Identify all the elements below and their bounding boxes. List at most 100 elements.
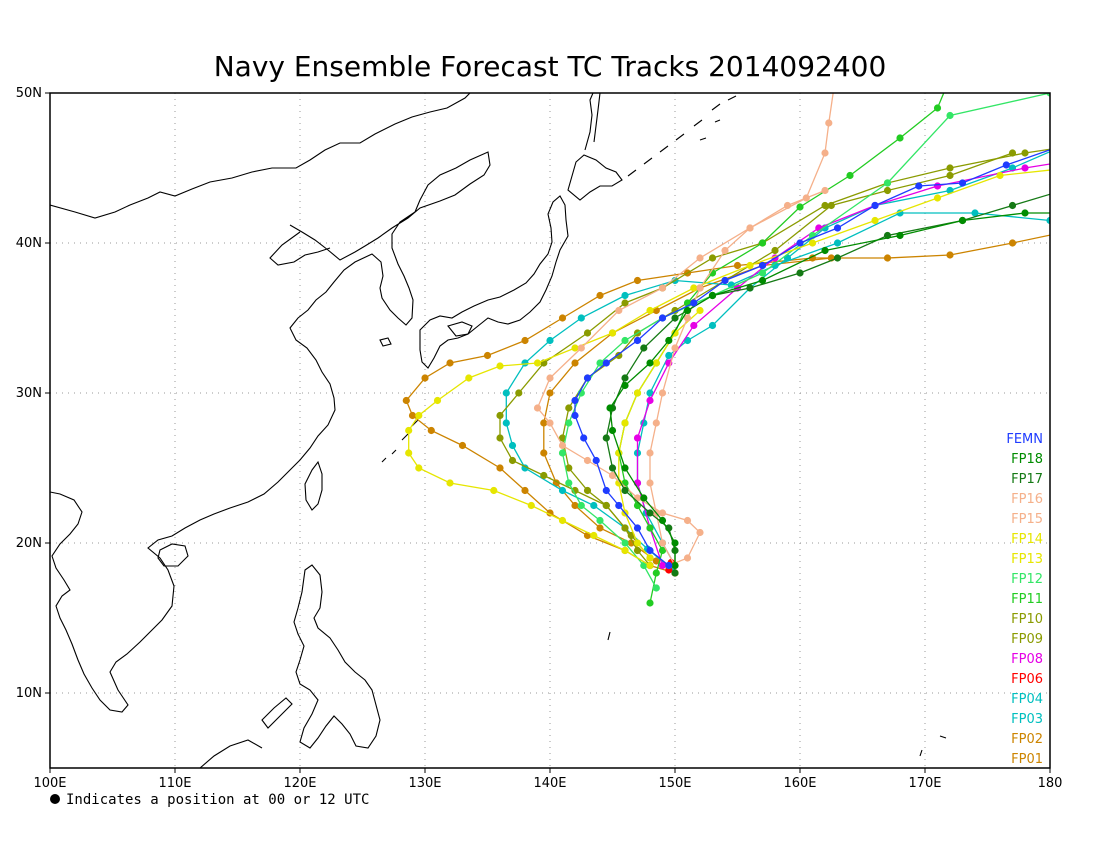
track-position-point <box>615 306 623 315</box>
coastline-kurils <box>627 95 737 177</box>
track-position-point <box>580 434 588 442</box>
track-position-point <box>896 134 904 142</box>
legend-item-fp18: FP18 <box>1011 452 1043 467</box>
track-position-point <box>746 284 754 292</box>
coastline-mainland <box>50 93 491 713</box>
track-position-point <box>796 239 804 247</box>
track-position-point <box>571 486 579 495</box>
track-position-point <box>621 299 629 307</box>
track-line <box>618 310 701 559</box>
track-position-point <box>633 389 642 397</box>
track-position-point <box>558 486 567 495</box>
track-position-point <box>683 516 692 525</box>
coastline-philippines <box>293 564 381 749</box>
coastline-japan <box>419 195 569 369</box>
track-position-point <box>665 336 673 345</box>
track-line <box>561 152 1013 566</box>
track-position-point <box>402 396 410 405</box>
track-position-point <box>1021 209 1029 217</box>
track-position-point <box>496 464 504 472</box>
track-position-point <box>671 539 679 547</box>
y-tick-label: 10N <box>16 686 42 701</box>
track-position-point <box>821 149 829 157</box>
track-position-point <box>958 179 967 187</box>
track-position-point <box>446 359 454 367</box>
track-position-point <box>646 306 654 315</box>
track-position-point <box>527 501 535 510</box>
track-fp01 <box>402 234 1050 577</box>
track-position-point <box>633 539 642 547</box>
track-position-point <box>683 306 692 315</box>
track-position-point <box>671 344 679 352</box>
legend-item-fp02: FP02 <box>1011 732 1043 747</box>
track-position-point <box>658 314 667 322</box>
track-position-point <box>608 471 617 480</box>
track-position-point <box>621 486 629 495</box>
track-position-point <box>615 501 623 510</box>
track-position-point <box>1008 239 1017 247</box>
track-position-point <box>446 479 454 487</box>
track-position-point <box>640 344 648 352</box>
track-position-point <box>558 516 567 525</box>
track-fp13 <box>405 169 1050 570</box>
track-position-point <box>546 336 554 345</box>
legend-item-fp01: FP01 <box>1011 752 1043 767</box>
track-position-point <box>758 239 767 247</box>
track-line <box>499 148 1050 559</box>
track-position-point <box>971 209 979 217</box>
coastline-layer <box>50 93 947 768</box>
legend-item-fp15: FP15 <box>1011 512 1043 527</box>
track-position-point <box>583 329 592 337</box>
track-position-point <box>846 171 854 180</box>
track-position-point <box>521 359 529 367</box>
track-position-point <box>946 251 954 259</box>
track-position-point <box>1059 142 1066 149</box>
track-position-point <box>746 224 754 232</box>
track-position-point <box>758 269 767 277</box>
track-position-point <box>590 531 598 540</box>
track-position-point <box>558 434 567 442</box>
track-position-point <box>633 276 642 285</box>
track-position-point <box>615 351 623 360</box>
y-tick-label: 30N <box>16 386 42 401</box>
track-position-point <box>671 569 679 577</box>
track-position-point <box>946 164 954 172</box>
track-position-point <box>658 561 667 570</box>
axis-ticks: 100E 110E 120E 130E 140E 150E 160E 170E 180 10N 20… <box>16 86 1063 791</box>
track-position-point <box>621 524 629 532</box>
track-position-point <box>490 486 498 495</box>
legend-item-fp09: FP09 <box>1011 632 1043 647</box>
track-position-point <box>1021 164 1029 172</box>
track-position-point <box>1046 93 1050 97</box>
track-position-point <box>621 546 629 555</box>
legend: FEMN FP18 FP17 FP16 FP15 FP14 FP13 FP12 FP11 FP10… <box>1006 432 1043 767</box>
track-position-point <box>577 501 585 510</box>
track-position-point <box>571 396 579 405</box>
track-position-point <box>571 501 579 510</box>
track-position-point <box>671 314 679 322</box>
track-position-point <box>658 284 667 292</box>
track-position-point <box>658 546 667 555</box>
track-position-point <box>540 419 548 427</box>
legend-item-fp16: FP16 <box>1011 492 1043 507</box>
track-position-point <box>946 111 954 120</box>
track-position-point <box>1059 158 1066 165</box>
track-position-point <box>833 254 842 262</box>
track-position-point <box>771 246 779 255</box>
track-position-point <box>821 246 829 255</box>
track-position-point <box>583 486 592 495</box>
track-position-point <box>621 419 629 427</box>
track-position-point <box>596 524 604 532</box>
legend-item-fp04: FP04 <box>1011 692 1043 707</box>
track-position-point <box>640 561 648 570</box>
track-position-point <box>546 374 554 382</box>
track-position-point <box>577 344 585 352</box>
track-position-point <box>483 351 492 360</box>
track-position-point <box>1071 142 1078 149</box>
track-position-point <box>533 359 542 367</box>
track-position-point <box>602 359 610 367</box>
track-position-point <box>896 231 904 240</box>
track-position-point <box>508 456 517 465</box>
track-position-point <box>1008 201 1017 210</box>
track-position-point <box>640 494 648 502</box>
